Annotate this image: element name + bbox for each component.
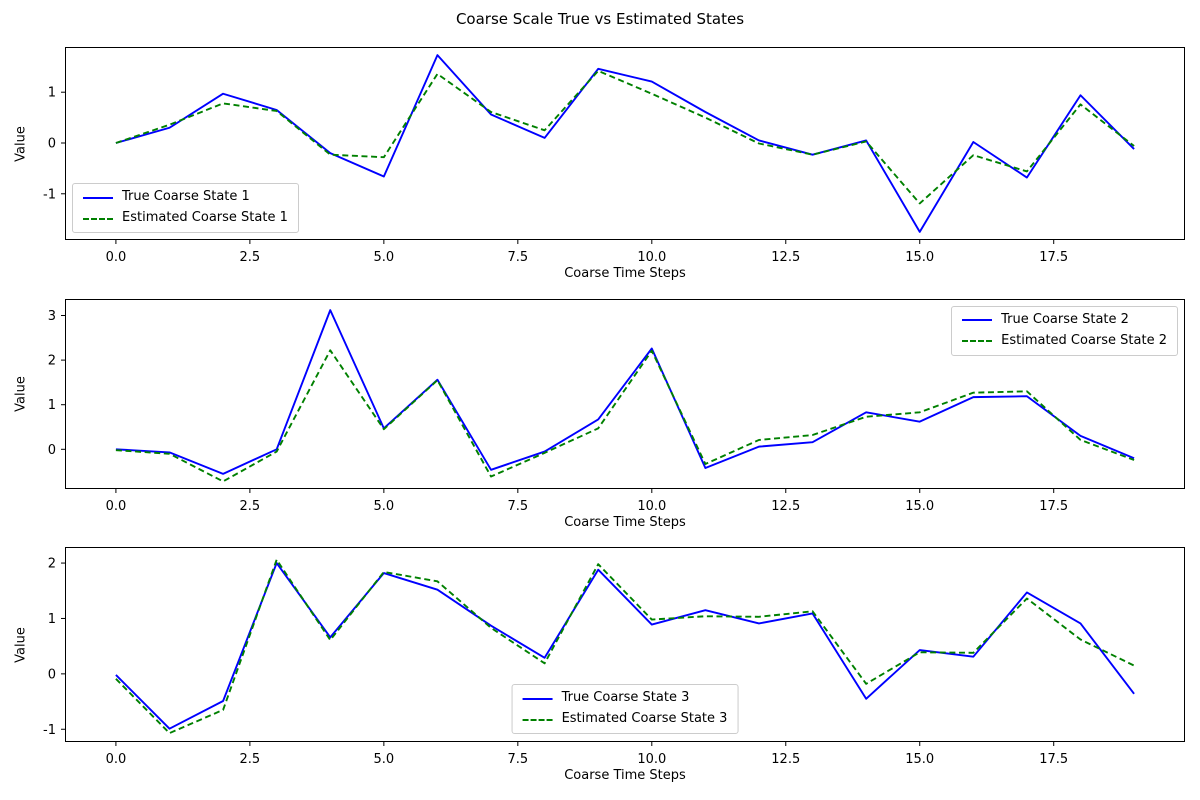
axes-frame	[65, 299, 1185, 489]
plot-area-2: 0.0 2.5 5.0 7.5 10.0 12.5 15.0 17.5 0 1 2 3	[48, 299, 1185, 514]
subplot-1: 0.0 2.5 5.0 7.5 10.0 12.5 15.0 17.5 -1 0 1 Value C…	[14, 47, 1185, 281]
y-tick-label: 2	[48, 354, 56, 369]
legend-label: True Coarse State 3	[561, 690, 690, 706]
y-tick-label: 1	[48, 86, 56, 101]
x-tick-label: 17.5	[1039, 752, 1068, 767]
y-tick-label: 3	[48, 309, 56, 324]
x-tick-label: 10.0	[637, 499, 666, 514]
x-axis-label-2: Coarse Time Steps	[564, 515, 686, 530]
y-tick-label: 0	[48, 667, 56, 682]
legend-label: Estimated Coarse State 3	[561, 711, 728, 727]
legend-label: True Coarse State 2	[1001, 312, 1129, 327]
y-tick-label: 1	[48, 612, 56, 627]
legend-2: True Coarse State 2 Estimated Coarse Sta…	[951, 306, 1178, 356]
y-axis-label-1: Value	[13, 125, 29, 162]
legend-item-estimated-2: Estimated Coarse State 2	[962, 332, 1167, 349]
x-tick-label: 0.0	[106, 250, 127, 265]
plot-area-1: 0.0 2.5 5.0 7.5 10.0 12.5 15.0 17.5 -1 0 1	[43, 47, 1185, 265]
x-tick-label: 10.0	[637, 250, 666, 265]
x-tick-label: 15.0	[905, 752, 934, 767]
y-tick-label: -1	[43, 723, 56, 738]
axes-frame	[65, 47, 1185, 240]
subplot-2: 0.0 2.5 5.0 7.5 10.0 12.5 15.0 17.5 0 1 2 3 Value C…	[14, 299, 1185, 530]
subplot-3: 0.0 2.5 5.0 7.5 10.0 12.5 15.0 17.5 -1 0 1 2 Value …	[14, 547, 1185, 783]
legend-label: True Coarse State 1	[122, 189, 250, 205]
estimated-state-line	[115, 69, 1135, 205]
x-tick-label: 7.5	[507, 752, 528, 767]
legend-label: Estimated Coarse State 2	[1001, 332, 1167, 348]
true-line-sample-icon	[962, 319, 993, 322]
legend-3: True Coarse State 3 Estimated Coarse Sta…	[511, 684, 739, 734]
estimated-state-line	[115, 349, 1135, 483]
x-tick-label: 12.5	[771, 250, 800, 265]
x-tick-label: 15.0	[905, 250, 934, 265]
figure-title: Coarse Scale True vs Estimated States	[455, 10, 745, 28]
plot-area-3: 0.0 2.5 5.0 7.5 10.0 12.5 15.0 17.5 -1 0 1 2	[43, 547, 1185, 767]
y-tick-label: 0	[48, 136, 56, 151]
x-tick-label: 12.5	[771, 499, 800, 514]
legend-item-estimated-1: Estimated Coarse State 1	[83, 210, 288, 226]
legend-item-true-2: True Coarse State 2	[962, 312, 1167, 328]
x-tick-label: 7.5	[507, 250, 528, 265]
x-tick-label: 0.0	[106, 752, 127, 767]
true-state-line	[115, 309, 1135, 475]
legend-label: Estimated Coarse State 1	[122, 210, 288, 226]
x-axis-label-3: Coarse Time Steps	[564, 768, 686, 783]
estimated-state-line	[115, 558, 1135, 735]
legend-item-true-1: True Coarse State 1	[83, 189, 288, 205]
legend-item-estimated-3: Estimated Coarse State 3	[522, 711, 728, 727]
x-tick-label: 15.0	[905, 499, 934, 514]
estimated-line-sample-icon	[83, 217, 113, 220]
x-tick-label: 2.5	[240, 499, 261, 514]
y-tick-label: 2	[48, 557, 56, 572]
true-state-line	[115, 562, 1135, 730]
y-tick-label: 1	[48, 398, 56, 413]
estimated-line-sample-icon	[522, 718, 553, 721]
x-tick-label: 17.5	[1039, 250, 1068, 265]
y-axis-label-2: Value	[13, 376, 29, 412]
legend-1: True Coarse State 1 Estimated Coarse Sta…	[72, 183, 299, 233]
x-tick-label: 5.0	[374, 250, 395, 265]
true-line-sample-icon	[83, 196, 113, 199]
true-state-line	[115, 54, 1135, 233]
true-line-sample-icon	[522, 697, 553, 700]
x-tick-label: 12.5	[771, 752, 800, 767]
x-tick-label: 5.0	[374, 499, 395, 514]
x-axis-label-1: Coarse Time Steps	[564, 266, 686, 281]
y-axis-label-3: Value	[13, 626, 29, 663]
x-tick-label: 17.5	[1039, 499, 1068, 514]
x-tick-label: 5.0	[374, 752, 395, 767]
x-tick-label: 0.0	[106, 499, 127, 514]
estimated-line-sample-icon	[962, 340, 993, 343]
y-tick-label: -1	[43, 187, 56, 202]
axes-frame	[65, 547, 1185, 742]
y-tick-label: 0	[48, 443, 56, 458]
x-tick-label: 7.5	[507, 499, 528, 514]
x-tick-label: 2.5	[240, 250, 261, 265]
legend-item-true-3: True Coarse State 3	[522, 690, 728, 706]
x-tick-label: 2.5	[240, 752, 261, 767]
x-tick-label: 10.0	[637, 752, 666, 767]
